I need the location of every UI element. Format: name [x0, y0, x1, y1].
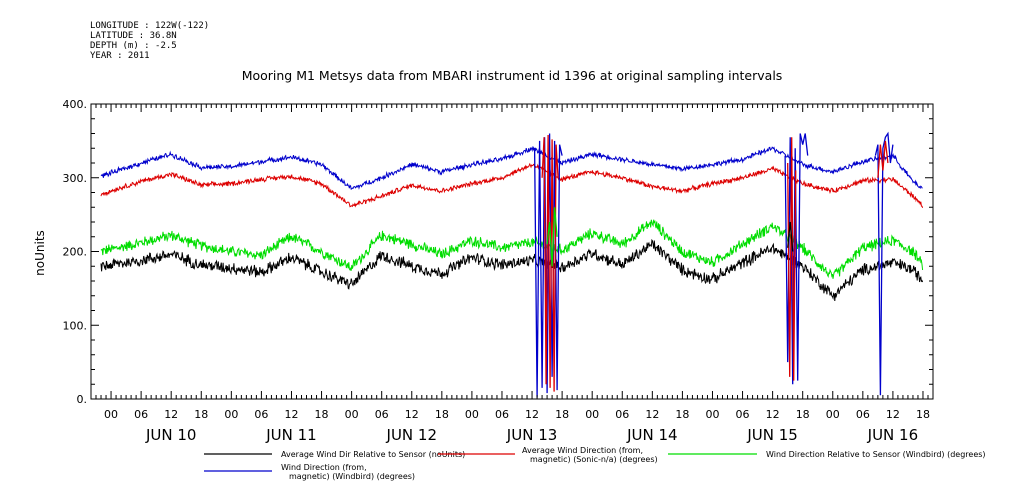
- x-day-label: JUN 14: [626, 426, 677, 444]
- series-line-3: [100, 145, 923, 191]
- x-tick-label: 12: [886, 408, 900, 421]
- metadata-block: LONGITUDE : 122W(-122) LATITUDE : 36.8N …: [90, 21, 209, 61]
- series-line-0: [100, 238, 924, 302]
- series-spike-2: [546, 207, 558, 267]
- series-layer: [100, 131, 924, 398]
- y-tick-label: 200.: [63, 246, 88, 259]
- y-axis-label: noUnits: [33, 230, 47, 276]
- x-day-label: JUN 16: [867, 426, 918, 444]
- x-tick-label: 06: [856, 408, 870, 421]
- x-tick-label: 18: [796, 408, 810, 421]
- x-tick-label: 18: [916, 408, 930, 421]
- series-spike-1: [541, 134, 559, 392]
- legend-label-2: Wind Direction Relative to Sensor (Windb…: [766, 450, 986, 459]
- legend: Average Wind Dir Relative to Sensor (noU…: [204, 446, 986, 481]
- series-spike-4: [787, 137, 797, 381]
- x-tick-label: 12: [766, 408, 780, 421]
- x-day-label: JUN 11: [265, 426, 316, 444]
- x-tick-label: 06: [736, 408, 750, 421]
- legend-label-1: Average Wind Direction (from, magnetic) (…: [522, 446, 658, 464]
- x-tick-label: 00: [465, 408, 479, 421]
- x-day-label: JUN 13: [506, 426, 557, 444]
- series-spike-5: [787, 221, 794, 252]
- x-tick-label: 00: [345, 408, 359, 421]
- x-tick-label: 06: [254, 408, 268, 421]
- series-spike-6: [874, 131, 894, 396]
- latitude-label: LATITUDE : 36.8N: [90, 31, 177, 41]
- x-tick-label: 12: [164, 408, 178, 421]
- x-tick-label: 00: [224, 408, 238, 421]
- x-tick-label: 18: [194, 408, 208, 421]
- year-label: YEAR : 2011: [90, 51, 150, 61]
- x-tick-label: 18: [435, 408, 449, 421]
- x-tick-label: 00: [104, 408, 118, 421]
- x-day-label: JUN 15: [746, 426, 797, 444]
- legend-label-3: Wind Direction (from, magnetic) (Windbird…: [281, 463, 415, 481]
- x-tick-label: 18: [315, 408, 329, 421]
- x-day-label: JUN 12: [386, 426, 437, 444]
- longitude-label: LONGITUDE : 122W(-122): [90, 21, 210, 31]
- x-tick-label: 12: [284, 408, 298, 421]
- series-spike-7: [877, 140, 889, 178]
- y-tick-label: 0.: [77, 393, 88, 406]
- x-tick-label: 12: [405, 408, 419, 421]
- y-tick-label: 100.: [63, 319, 88, 332]
- x-tick-label: 00: [826, 408, 840, 421]
- y-tick-label: 300.: [63, 172, 88, 185]
- tick-layer: 0. 100. 200. 300. 400. 00 06 12 18 00 06 12 18 00 06 12…: [63, 98, 934, 444]
- x-tick-label: 12: [645, 408, 659, 421]
- x-tick-label: 06: [495, 408, 509, 421]
- x-tick-label: 06: [615, 408, 629, 421]
- x-tick-label: 06: [375, 408, 389, 421]
- chart-title: Mooring M1 Metsys data from MBARI instru…: [242, 68, 783, 83]
- x-tick-label: 18: [555, 408, 569, 421]
- x-tick-label: 00: [705, 408, 719, 421]
- legend-label-0: Average Wind Dir Relative to Sensor (noU…: [281, 450, 465, 459]
- depth-label: DEPTH (m) : -2.5: [90, 41, 177, 51]
- x-tick-label: 06: [134, 408, 148, 421]
- series-spike-0: [533, 133, 563, 398]
- x-tick-label: 18: [675, 408, 689, 421]
- y-tick-label: 400.: [63, 98, 88, 111]
- x-tick-label: 12: [525, 408, 539, 421]
- x-day-label: JUN 10: [145, 426, 196, 444]
- x-tick-label: 00: [585, 408, 599, 421]
